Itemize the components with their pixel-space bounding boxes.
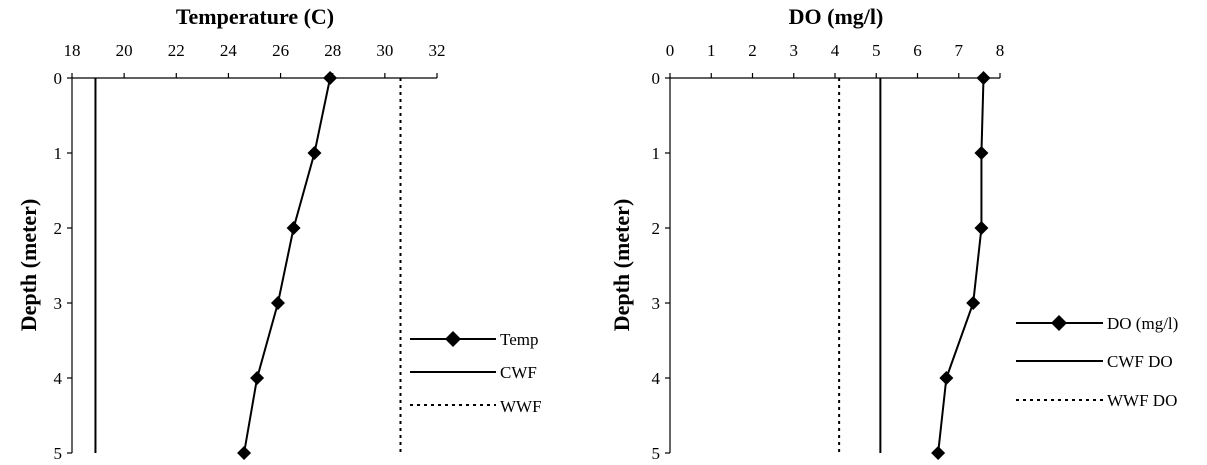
do-x-tick-label: 1 — [707, 41, 716, 60]
do-data-point — [966, 296, 981, 310]
temperature-x-tick-label: 20 — [116, 41, 133, 60]
temperature-x-tick-label: 32 — [429, 41, 446, 60]
legend-label-wwf: WWF — [500, 397, 542, 416]
do-series — [838, 71, 991, 460]
temperature-data-point — [307, 146, 322, 160]
temperature-chart: Temperature (C) Depth (meter) 18 20 22 24 26… — [16, 4, 542, 463]
do-x-tick-label: 3 — [790, 41, 799, 60]
do-y-tick-label: 0 — [652, 69, 661, 88]
do-data-point — [939, 371, 954, 385]
do-chart-title: DO (mg/l) — [789, 4, 884, 29]
legend-label-cwf-do: CWF DO — [1107, 352, 1173, 371]
temperature-data-point — [270, 296, 285, 310]
temperature-y-tick-label: 4 — [54, 369, 63, 388]
legend-label-cwf: CWF — [500, 363, 537, 382]
do-x-tick-label: 5 — [872, 41, 881, 60]
do-data-point — [974, 146, 989, 160]
legend-entry-wwf: WWF — [410, 397, 542, 416]
do-x-tick-label: 4 — [831, 41, 840, 60]
temperature-series — [94, 71, 402, 460]
legend-entry-cwf: CWF — [410, 363, 537, 382]
do-data-point — [974, 221, 989, 235]
legend-entry-do: DO (mg/l) — [1016, 314, 1178, 333]
temperature-legend: Temp CWF WWF — [410, 330, 542, 416]
temperature-x-tick-label: 22 — [168, 41, 185, 60]
do-series-line-do-mg-l — [937, 77, 985, 454]
legend-label-temp: Temp — [500, 330, 538, 349]
temperature-data-point — [250, 371, 265, 385]
temperature-y-tick-label: 2 — [54, 219, 63, 238]
temperature-y-tick-label: 1 — [54, 144, 63, 163]
temperature-data-point — [237, 446, 252, 460]
do-y-tick-label: 3 — [652, 294, 661, 313]
temperature-x-tick-label: 18 — [64, 41, 81, 60]
do-data-point — [976, 71, 991, 85]
do-y-tick-label: 4 — [652, 369, 661, 388]
legend-entry-cwf-do: CWF DO — [1016, 352, 1173, 371]
do-y-tick-label: 2 — [652, 219, 661, 238]
temperature-x-tick-label: 30 — [376, 41, 393, 60]
temperature-x-tick-label: 28 — [324, 41, 341, 60]
do-data-point — [931, 446, 946, 460]
do-y-tick-label: 5 — [652, 444, 661, 463]
do-x-tick-label: 0 — [666, 41, 675, 60]
temperature-y-axis-label: Depth (meter) — [16, 199, 41, 332]
temperature-y-tick-label: 5 — [54, 444, 63, 463]
temperature-x-tick-label: 26 — [272, 41, 289, 60]
do-chart: DO (mg/l) Depth (meter) 0 1 2 3 4 5 6 7 8012345 … — [609, 4, 1178, 463]
do-axes: 0 1 2 3 4 5 6 7 8 0 1 2 3 4 5 — [652, 41, 1005, 463]
temperature-x-tick-label: 24 — [220, 41, 238, 60]
do-legend: DO (mg/l) CWF DO WWF DO — [1016, 314, 1178, 410]
legend-marker-temp — [445, 331, 461, 347]
legend-label-do: DO (mg/l) — [1107, 314, 1178, 333]
do-x-tick-label: 6 — [913, 41, 922, 60]
temperature-data-point — [286, 221, 301, 235]
do-x-tick-label: 2 — [748, 41, 757, 60]
temperature-y-tick-label: 3 — [54, 294, 63, 313]
do-x-tick-label: 8 — [996, 41, 1005, 60]
temperature-chart-title: Temperature (C) — [176, 4, 334, 29]
temperature-y-tick-label: 0 — [54, 69, 63, 88]
legend-label-wwf-do: WWF DO — [1107, 391, 1177, 410]
legend-entry-temp: Temp — [410, 330, 538, 349]
legend-marker-do — [1051, 315, 1067, 331]
temperature-axes: 18 20 22 24 26 28 30 32 0 1 2 3 4 5 — [54, 41, 446, 463]
do-y-axis-label: Depth (meter) — [609, 199, 634, 332]
temperature-series-line-temp — [243, 77, 332, 454]
do-y-tick-label: 1 — [652, 144, 661, 163]
temperature-data-point — [323, 71, 338, 85]
legend-entry-wwf-do: WWF DO — [1016, 391, 1177, 410]
do-x-tick-label: 7 — [955, 41, 964, 60]
